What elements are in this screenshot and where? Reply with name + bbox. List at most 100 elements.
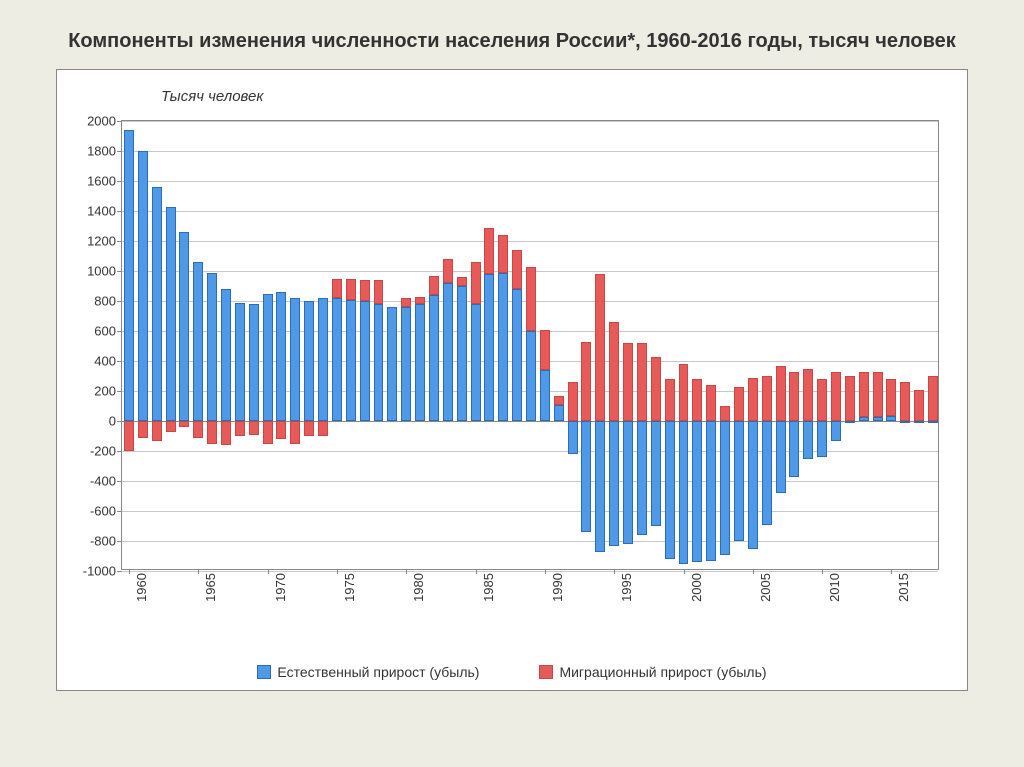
plot-area: -1000-800-600-400-2000200400600800100012… <box>121 120 939 570</box>
migration-bar <box>692 379 702 421</box>
migration-bar <box>304 421 314 436</box>
y-tick-label: -800 <box>90 534 116 549</box>
natural-bar <box>193 262 203 421</box>
x-tick-mark <box>614 569 615 574</box>
migration-bar <box>498 235 508 273</box>
migration-bar <box>166 421 176 432</box>
grid-line <box>122 181 938 182</box>
natural-bar <box>429 295 439 421</box>
y-tick-mark <box>117 511 122 512</box>
migration-bar <box>415 297 425 305</box>
natural-bar <box>554 405 564 422</box>
migration-bar <box>776 366 786 422</box>
x-tick-mark <box>268 569 269 574</box>
natural-bar <box>360 301 370 421</box>
x-tick-mark <box>684 569 685 574</box>
natural-bar <box>720 421 730 555</box>
migration-bar <box>554 396 564 405</box>
natural-bar <box>443 283 453 421</box>
natural-bar <box>886 416 896 421</box>
natural-bar <box>595 421 605 552</box>
migration-bar <box>762 376 772 421</box>
natural-bar <box>276 292 286 421</box>
x-tick-mark <box>891 569 892 574</box>
natural-bar <box>568 421 578 454</box>
natural-bar <box>651 421 661 526</box>
y-tick-label: 800 <box>94 294 116 309</box>
chart-container: Тысяч человек -1000-800-600-400-20002004… <box>56 69 968 691</box>
chart-subtitle: Тысяч человек <box>161 88 263 105</box>
natural-bar <box>762 421 772 525</box>
migration-bar <box>457 277 467 286</box>
migration-bar <box>845 376 855 421</box>
natural-bar <box>415 304 425 421</box>
migration-bar <box>152 421 162 441</box>
migration-bar <box>748 378 758 422</box>
natural-bar <box>609 421 619 546</box>
x-tick-mark <box>129 569 130 574</box>
natural-bar <box>498 273 508 422</box>
legend-item: Миграционный прирост (убыль) <box>539 664 766 680</box>
y-tick-mark <box>117 151 122 152</box>
x-tick-mark <box>406 569 407 574</box>
grid-line <box>122 121 938 122</box>
natural-bar <box>692 421 702 562</box>
y-tick-label: 400 <box>94 354 116 369</box>
migration-bar <box>401 298 411 307</box>
legend-label: Миграционный прирост (убыль) <box>559 664 766 680</box>
migration-bar <box>318 421 328 436</box>
migration-bar <box>581 342 591 422</box>
migration-bar <box>609 322 619 421</box>
natural-bar <box>900 421 910 423</box>
migration-bar <box>124 421 134 451</box>
natural-bar <box>817 421 827 457</box>
natural-bar <box>152 187 162 421</box>
y-tick-label: 200 <box>94 384 116 399</box>
y-tick-label: 1800 <box>87 144 116 159</box>
natural-bar <box>831 421 841 441</box>
migration-bar <box>221 421 231 445</box>
grid-line <box>122 541 938 542</box>
migration-bar <box>512 250 522 289</box>
migration-bar <box>900 382 910 421</box>
migration-bar <box>138 421 148 438</box>
y-tick-label: -600 <box>90 504 116 519</box>
natural-bar <box>138 151 148 421</box>
natural-bar <box>221 289 231 421</box>
migration-bar <box>332 279 342 299</box>
natural-bar <box>665 421 675 559</box>
natural-bar <box>124 130 134 421</box>
grid-line <box>122 571 938 572</box>
x-tick-label: 1970 <box>273 573 288 602</box>
y-tick-label: 600 <box>94 324 116 339</box>
y-tick-mark <box>117 211 122 212</box>
migration-bar <box>595 274 605 421</box>
x-tick-label: 1975 <box>342 573 357 602</box>
migration-bar <box>526 267 536 332</box>
page-title: Компоненты изменения численности населен… <box>0 0 1024 69</box>
migration-bar <box>720 406 730 421</box>
natural-bar <box>263 294 273 422</box>
migration-bar <box>873 372 883 417</box>
migration-bar <box>471 262 481 304</box>
natural-bar <box>914 421 924 423</box>
migration-bar <box>928 376 938 421</box>
x-tick-mark <box>545 569 546 574</box>
y-tick-label: 1000 <box>87 264 116 279</box>
migration-bar <box>263 421 273 444</box>
migration-bar <box>665 379 675 421</box>
natural-bar <box>290 298 300 421</box>
x-tick-mark <box>476 569 477 574</box>
x-tick-label: 2010 <box>827 573 842 602</box>
migration-bar <box>249 421 259 435</box>
natural-bar <box>526 331 536 421</box>
y-tick-label: 1400 <box>87 204 116 219</box>
migration-bar <box>651 357 661 422</box>
y-tick-mark <box>117 121 122 122</box>
natural-bar <box>734 421 744 541</box>
natural-bar <box>166 207 176 422</box>
x-tick-mark <box>822 569 823 574</box>
migration-bar <box>429 276 439 296</box>
natural-bar <box>179 232 189 421</box>
natural-bar <box>387 307 397 421</box>
